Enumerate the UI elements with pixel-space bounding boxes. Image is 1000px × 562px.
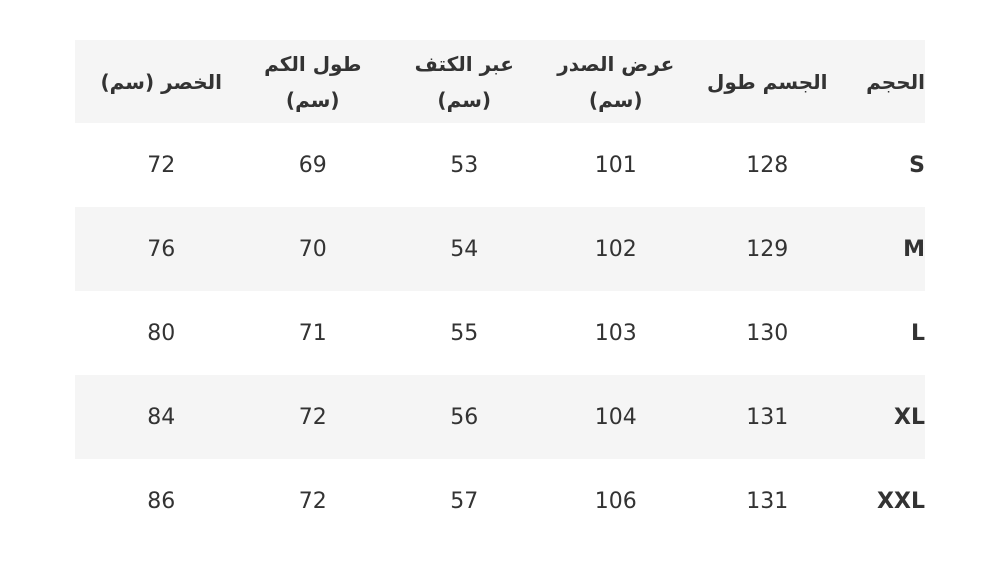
cell-chest-width: 102 <box>594 236 637 262</box>
cell-shoulder-width: 56 <box>450 404 479 430</box>
cell-sleeve-length: 72 <box>298 488 327 514</box>
header-size: الحجم <box>866 69 925 94</box>
table-header-row: الحجم الجسم طول عرض الصدر (سم) عبر الكتف… <box>75 40 925 123</box>
cell-shoulder-width: 54 <box>450 236 479 262</box>
cell-size: XL <box>894 404 925 430</box>
cell-body-length: 129 <box>746 236 789 262</box>
cell-chest-width: 101 <box>594 152 637 178</box>
cell-body-length: 130 <box>746 320 789 346</box>
cell-shoulder-width: 53 <box>450 152 479 178</box>
cell-sleeve-length: 70 <box>298 236 327 262</box>
table-row: L 130 103 55 71 80 <box>75 291 925 375</box>
header-waist: الخصر (سم) <box>100 69 223 94</box>
table-row: XXL 131 106 57 72 86 <box>75 459 925 543</box>
cell-body-length: 131 <box>746 404 789 430</box>
header-sleeve-length: طول الكم (سم) <box>264 51 362 112</box>
cell-chest-width: 104 <box>594 404 637 430</box>
cell-chest-width: 103 <box>594 320 637 346</box>
cell-waist: 72 <box>147 152 176 178</box>
table-row: M 129 102 54 70 76 <box>75 207 925 291</box>
cell-waist: 86 <box>147 488 176 514</box>
table-row: S 128 101 53 69 72 <box>75 123 925 207</box>
cell-size: S <box>909 152 925 178</box>
cell-size: L <box>910 320 925 346</box>
cell-sleeve-length: 72 <box>298 404 327 430</box>
cell-shoulder-width: 55 <box>450 320 479 346</box>
header-body-length: الجسم طول <box>706 69 828 94</box>
cell-chest-width: 106 <box>594 488 637 514</box>
size-chart-table: الحجم الجسم طول عرض الصدر (سم) عبر الكتف… <box>75 40 925 543</box>
cell-waist: 80 <box>147 320 176 346</box>
header-chest-width: عرض الصدر (سم) <box>557 51 675 112</box>
table-row: XL 131 104 56 72 84 <box>75 375 925 459</box>
cell-size: M <box>903 236 925 262</box>
cell-body-length: 128 <box>746 152 789 178</box>
cell-size: XXL <box>877 488 925 514</box>
header-shoulder-width: عبر الكتف (سم) <box>414 51 514 112</box>
cell-waist: 76 <box>147 236 176 262</box>
cell-shoulder-width: 57 <box>450 488 479 514</box>
cell-body-length: 131 <box>746 488 789 514</box>
cell-waist: 84 <box>147 404 176 430</box>
cell-sleeve-length: 71 <box>298 320 327 346</box>
cell-sleeve-length: 69 <box>298 152 327 178</box>
